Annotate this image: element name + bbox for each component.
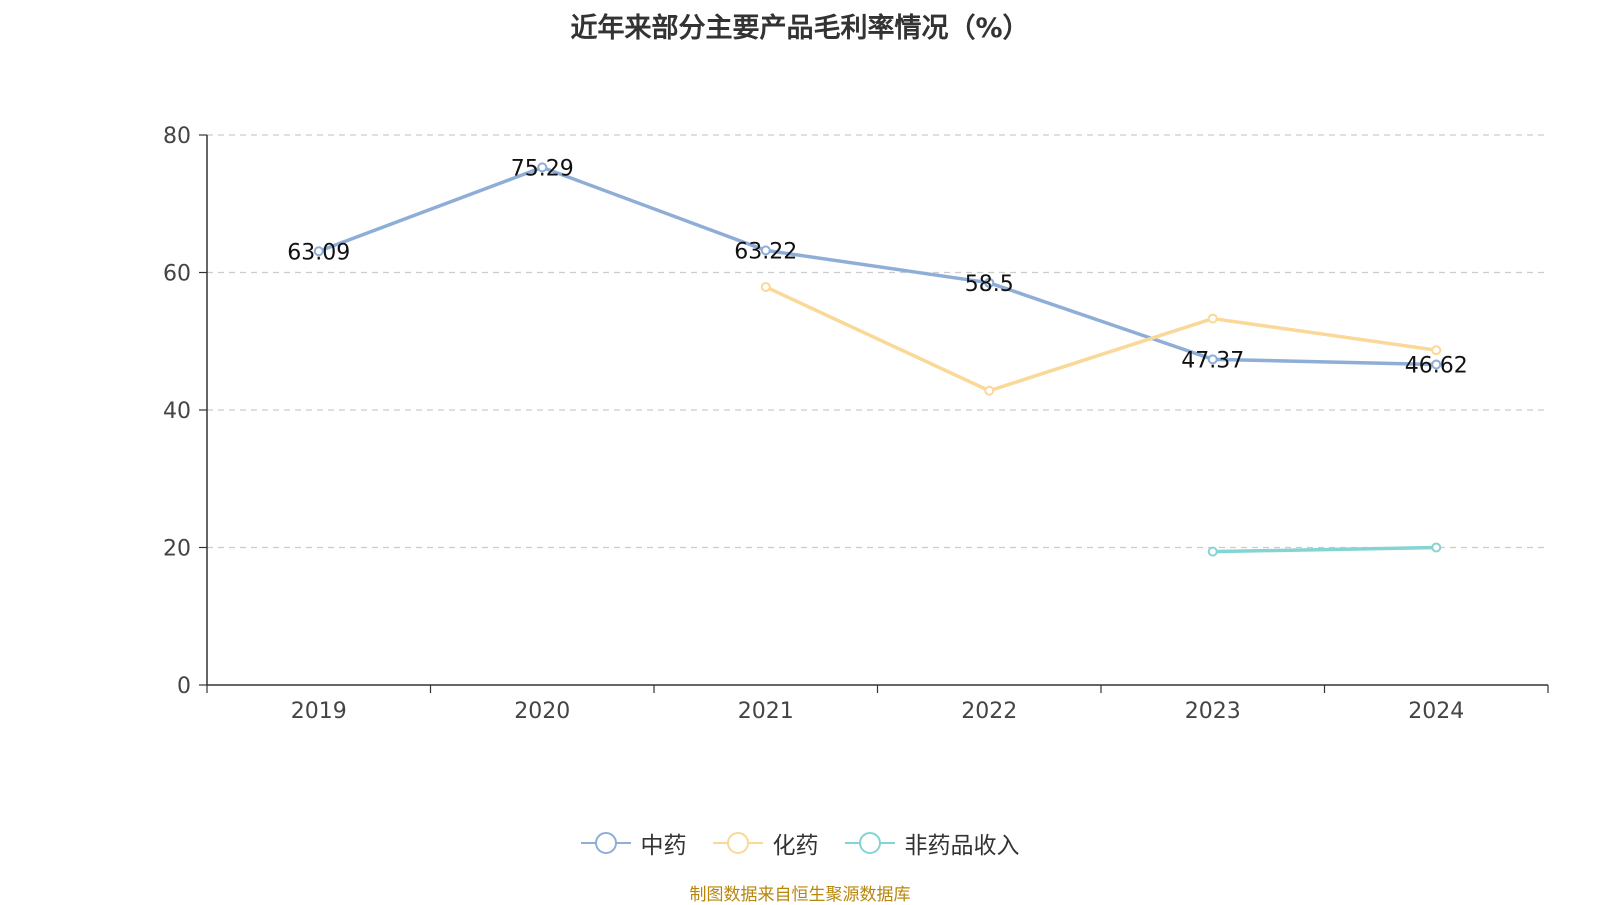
series-line-1 [765,285,1437,393]
data-label: 63.09 [287,240,350,265]
data-label: 63.22 [734,239,797,264]
grid-layer [207,134,1548,549]
y-tick-label: 0 [177,674,191,699]
legend-item-non-drug[interactable]: 非药品收入 [844,826,1020,860]
x-tick-label: 2020 [514,699,570,724]
data-label: 58.5 [965,272,1014,297]
series-line-0 [318,165,1437,367]
data-point [1207,546,1218,557]
series-line-2 [1212,545,1437,554]
data-point [760,245,771,256]
legend-item-zhongyao[interactable]: 中药 [580,826,687,860]
chart-title: 近年来部分主要产品毛利率情况（%） [570,13,1030,44]
data-point [984,385,995,396]
y-tick-label: 40 [163,399,191,424]
data-point [1207,313,1218,324]
axis-layer: 0 20 40 60 80 2019 2020 2021 2022 2023 2024 [163,124,1549,724]
x-tick-label: 2021 [738,699,794,724]
data-point [1431,359,1442,370]
x-tick-label: 2019 [291,699,347,724]
series-layer [313,162,1442,557]
x-tick-label: 2022 [961,699,1017,724]
data-point [1431,345,1442,356]
data-point [313,246,324,257]
legend-label: 非药品收入 [904,833,1020,859]
data-point [537,162,548,173]
data-label: 75.29 [511,156,574,181]
data-label: 46.62 [1405,353,1468,378]
legend-label: 中药 [640,833,687,859]
data-point [1207,354,1218,365]
legend-item-huayao[interactable]: 化药 [712,826,819,860]
x-tick-label: 2024 [1408,699,1464,724]
y-tick-label: 20 [163,537,191,562]
line-chart: 0 20 40 60 80 2019 2020 2021 2022 2023 2024 63.09 7… [163,124,1549,724]
y-tick-label: 60 [163,262,191,287]
legend: 中药 化药 非药品收入 [0,826,1600,860]
data-point [760,281,771,292]
data-point [1431,542,1442,553]
source-note: 制图数据来自恒生聚源数据库 [689,885,911,905]
legend-label: 化药 [772,833,819,859]
data-label: 47.37 [1181,348,1244,373]
legend-marker-icon [580,832,631,854]
label-layer: 63.09 75.29 63.22 58.5 47.37 46.62 [287,156,1467,378]
legend-marker-icon [712,832,763,854]
data-point [984,277,995,288]
y-tick-label: 80 [163,124,191,149]
x-tick-label: 2023 [1185,699,1241,724]
legend-marker-icon [844,832,895,854]
